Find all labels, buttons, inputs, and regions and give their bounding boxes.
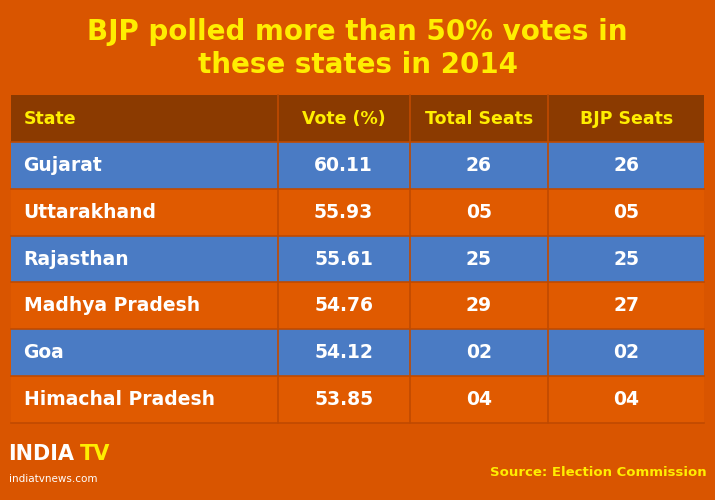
FancyBboxPatch shape	[11, 282, 704, 329]
Text: INDIA TV: INDIA TV	[635, 386, 681, 394]
Text: INDIA TV: INDIA TV	[154, 386, 200, 394]
FancyBboxPatch shape	[11, 376, 704, 422]
FancyBboxPatch shape	[11, 329, 704, 376]
Text: Himachal Pradesh: Himachal Pradesh	[24, 390, 214, 408]
FancyBboxPatch shape	[11, 236, 704, 282]
Text: INDIA TV: INDIA TV	[154, 106, 200, 114]
Text: Uttarakhand: Uttarakhand	[24, 203, 157, 222]
Text: Source: Election Commission: Source: Election Commission	[490, 466, 706, 479]
Text: 29: 29	[465, 296, 492, 316]
Text: BJP polled more than 50% votes in: BJP polled more than 50% votes in	[87, 18, 628, 46]
Text: INDIA TV: INDIA TV	[515, 316, 561, 324]
Text: INDIA TV: INDIA TV	[154, 316, 200, 324]
Text: INDIA TV: INDIA TV	[34, 316, 80, 324]
Text: INDIA TV: INDIA TV	[154, 176, 200, 184]
Text: INDIA TV: INDIA TV	[275, 176, 320, 184]
Text: INDIA TV: INDIA TV	[34, 106, 80, 114]
Text: INDIA TV: INDIA TV	[34, 176, 80, 184]
Text: INDIA TV: INDIA TV	[515, 386, 561, 394]
Text: 04: 04	[466, 390, 492, 408]
Text: INDIA TV: INDIA TV	[34, 246, 80, 254]
Text: INDIA TV: INDIA TV	[154, 246, 200, 254]
Text: INDIA TV: INDIA TV	[635, 106, 681, 114]
Text: INDIA: INDIA	[9, 444, 74, 464]
Text: 05: 05	[613, 203, 639, 222]
Text: INDIA TV: INDIA TV	[275, 386, 320, 394]
Text: Gujarat: Gujarat	[24, 156, 102, 176]
Text: State: State	[24, 110, 77, 128]
Text: these states in 2014: these states in 2014	[197, 51, 518, 79]
Text: Goa: Goa	[24, 343, 64, 362]
Text: INDIA TV: INDIA TV	[395, 106, 440, 114]
Text: 55.93: 55.93	[314, 203, 373, 222]
Text: 05: 05	[466, 203, 492, 222]
Text: INDIA TV: INDIA TV	[395, 176, 440, 184]
Text: 53.85: 53.85	[314, 390, 373, 408]
Text: INDIA TV: INDIA TV	[515, 176, 561, 184]
Text: INDIA TV: INDIA TV	[275, 316, 320, 324]
Text: Madhya Pradesh: Madhya Pradesh	[24, 296, 199, 316]
FancyBboxPatch shape	[11, 142, 704, 189]
Text: INDIA TV: INDIA TV	[395, 246, 440, 254]
Text: 25: 25	[613, 250, 639, 268]
Text: INDIA TV: INDIA TV	[275, 246, 320, 254]
Text: 60.11: 60.11	[315, 156, 373, 176]
Text: 02: 02	[613, 343, 639, 362]
Text: 54.76: 54.76	[314, 296, 373, 316]
Text: INDIA TV: INDIA TV	[515, 246, 561, 254]
Text: BJP Seats: BJP Seats	[580, 110, 673, 128]
Text: INDIA TV: INDIA TV	[275, 106, 320, 114]
Text: 04: 04	[613, 390, 639, 408]
Text: INDIA TV: INDIA TV	[635, 316, 681, 324]
FancyBboxPatch shape	[11, 95, 704, 142]
Text: Rajasthan: Rajasthan	[24, 250, 129, 268]
Text: TV: TV	[80, 444, 110, 464]
Text: INDIA TV: INDIA TV	[34, 386, 80, 394]
Text: indiatvnews.com: indiatvnews.com	[9, 474, 97, 484]
Text: INDIA TV: INDIA TV	[395, 316, 440, 324]
Text: 26: 26	[466, 156, 492, 176]
Text: INDIA TV: INDIA TV	[395, 386, 440, 394]
FancyBboxPatch shape	[11, 189, 704, 236]
Text: 26: 26	[613, 156, 639, 176]
Text: INDIA TV: INDIA TV	[635, 176, 681, 184]
Text: 54.12: 54.12	[314, 343, 373, 362]
Text: INDIA TV: INDIA TV	[635, 246, 681, 254]
Text: Total Seats: Total Seats	[425, 110, 533, 128]
Text: 55.61: 55.61	[314, 250, 373, 268]
Text: 25: 25	[466, 250, 492, 268]
Text: 27: 27	[613, 296, 639, 316]
Text: 02: 02	[466, 343, 492, 362]
Text: INDIA TV: INDIA TV	[515, 106, 561, 114]
Text: Vote (%): Vote (%)	[302, 110, 385, 128]
